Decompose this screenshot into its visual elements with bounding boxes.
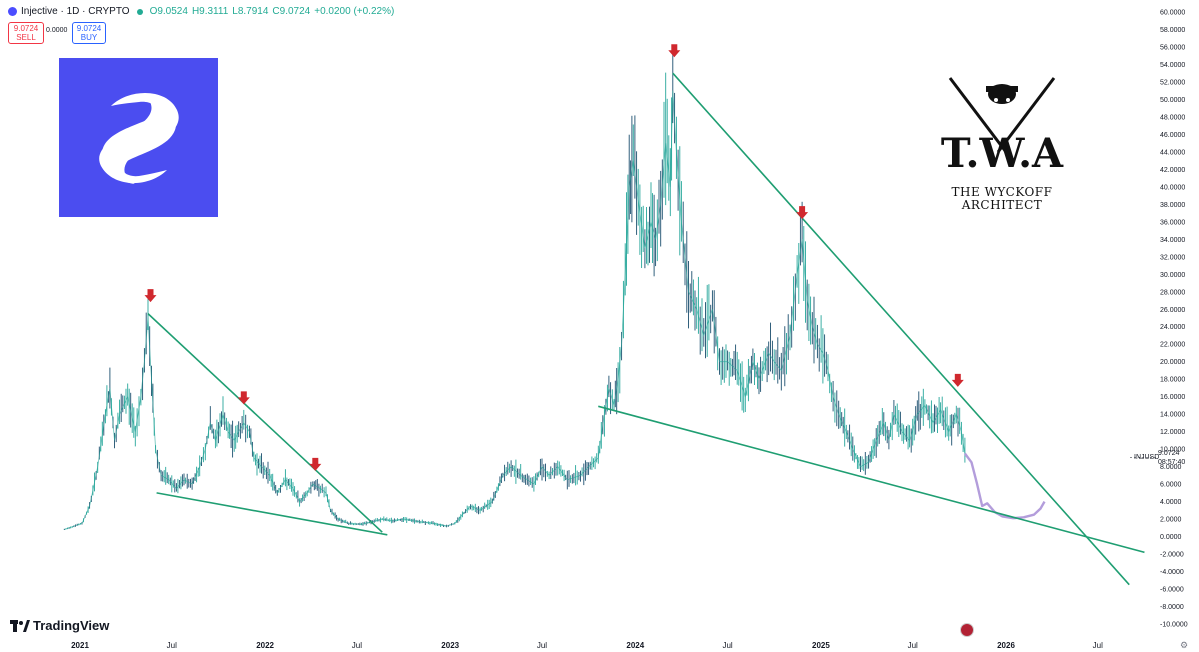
trendline <box>672 72 1130 586</box>
price-marker-price: 9.0724 <box>1158 450 1180 457</box>
y-tick-label: 12.0000 <box>1160 429 1185 436</box>
tradingview-label: TradingView <box>33 618 110 633</box>
y-tick-label: 18.0000 <box>1160 377 1185 384</box>
projection-path <box>963 452 1046 520</box>
price-marker: 9.0724 08:57:40 <box>1158 449 1185 467</box>
down-arrow-icon <box>144 289 157 303</box>
y-tick-label: 6.0000 <box>1160 482 1182 489</box>
y-tick-label: 2.0000 <box>1160 517 1182 524</box>
x-tick-label: Jul <box>352 641 362 650</box>
y-tick-label: 44.0000 <box>1160 149 1185 156</box>
twa-letters: T.W.A <box>941 130 1064 177</box>
x-tick-label: Jul <box>722 641 732 650</box>
buy-price: 9.0724 <box>76 24 102 33</box>
y-tick-label: 8.0000 <box>1160 464 1182 471</box>
down-arrow-icon <box>951 373 964 387</box>
x-tick-label: Jul <box>537 641 547 650</box>
twa-name-line1: THE WYCKOFF <box>951 185 1053 199</box>
down-arrow-icon <box>309 457 322 471</box>
price-marker-symbol: INJUSD <box>1134 454 1160 461</box>
twa-name: THE WYCKOFF ARCHITECT <box>940 186 1064 212</box>
y-tick-label: 14.0000 <box>1160 412 1185 419</box>
x-tick-label: 2023 <box>441 641 459 650</box>
y-tick-label: 32.0000 <box>1160 254 1185 261</box>
x-tick-label: 2024 <box>626 641 644 650</box>
y-tick-label: 50.0000 <box>1160 97 1185 104</box>
trendline <box>156 492 388 536</box>
ohlc-low: L8.7914 <box>232 6 269 17</box>
down-arrow-icon <box>796 206 809 220</box>
trendline <box>598 405 1145 554</box>
y-tick-label: 24.0000 <box>1160 324 1185 331</box>
buy-button[interactable]: 9.0724 BUY <box>72 22 106 44</box>
y-tick-label: 36.0000 <box>1160 219 1185 226</box>
market-open-icon <box>136 8 143 15</box>
y-tick-label: 4.0000 <box>1160 499 1182 506</box>
x-tick-label: Jul <box>908 641 918 650</box>
y-tick-label: 52.0000 <box>1160 79 1185 86</box>
symbol-header: Injective · 1D · CRYPTO O9.0524 H9.3111 … <box>8 6 394 17</box>
y-tick-label: 54.0000 <box>1160 62 1185 69</box>
us-flag-icon[interactable] <box>960 623 974 637</box>
y-tick-label: 10.0000 <box>1160 447 1185 454</box>
y-tick-label: -4.0000 <box>1160 569 1184 576</box>
down-arrow-icon <box>668 44 681 58</box>
injective-icon <box>8 7 17 16</box>
twa-name-line2: ARCHITECT <box>961 198 1043 212</box>
x-tick-label: 2025 <box>812 641 830 650</box>
y-tick-label: 0.0000 <box>1160 534 1182 541</box>
y-tick-label: 58.0000 <box>1160 27 1185 34</box>
down-arrow-icon <box>237 391 250 405</box>
twa-logo: T.W.A <box>941 77 1064 177</box>
y-tick-label: -8.0000 <box>1160 604 1184 611</box>
y-tick-label: -10.0000 <box>1160 622 1188 629</box>
x-tick-label: 2022 <box>256 641 274 650</box>
y-tick-label: 22.0000 <box>1160 342 1185 349</box>
x-tick-label: 2026 <box>997 641 1015 650</box>
y-tick-label: -6.0000 <box>1160 587 1184 594</box>
price-series-line <box>64 90 966 530</box>
x-tick-label: 2021 <box>71 641 89 650</box>
y-tick-label: 42.0000 <box>1160 167 1185 174</box>
y-tick-label: 16.0000 <box>1160 394 1185 401</box>
y-tick-label: 28.0000 <box>1160 289 1185 296</box>
y-tick-label: 20.0000 <box>1160 359 1185 366</box>
y-tick-label: 38.0000 <box>1160 202 1185 209</box>
y-tick-label: 56.0000 <box>1160 44 1185 51</box>
y-tick-label: 26.0000 <box>1160 307 1185 314</box>
y-tick-label: -2.0000 <box>1160 552 1184 559</box>
ohlc-high: H9.3111 <box>191 6 229 17</box>
price-marker-countdown: 08:57:40 <box>1158 459 1186 466</box>
y-tick-label: 60.0000 <box>1160 10 1185 17</box>
buy-label: BUY <box>80 33 98 42</box>
symbol-title[interactable]: Injective · 1D · CRYPTO <box>21 6 130 17</box>
y-tick-label: 34.0000 <box>1160 237 1185 244</box>
y-tick-label: 46.0000 <box>1160 132 1185 139</box>
ohlc-open: O9.0524 <box>149 6 188 17</box>
axis-settings-icon[interactable]: ⚙ <box>1180 640 1189 650</box>
ohlc-close: C9.0724 <box>272 6 311 17</box>
ohlc-change: +0.0200 (+0.22%) <box>314 6 395 17</box>
trendline <box>147 313 383 533</box>
tradingview-icon <box>10 619 30 632</box>
sell-price: 9.0724 <box>13 24 39 33</box>
y-tick-label: 30.0000 <box>1160 272 1185 279</box>
x-tick-label: Jul <box>1093 641 1103 650</box>
y-tick-label: 48.0000 <box>1160 114 1185 121</box>
y-tick-label: 40.0000 <box>1160 184 1185 191</box>
tradingview-brand[interactable]: TradingView <box>10 618 109 633</box>
x-tick-label: Jul <box>167 641 177 650</box>
spread-value: 0.0000 <box>46 27 68 34</box>
sell-label: SELL <box>16 33 36 42</box>
sell-button[interactable]: 9.0724 SELL <box>8 22 44 44</box>
injective-logo <box>59 58 218 217</box>
